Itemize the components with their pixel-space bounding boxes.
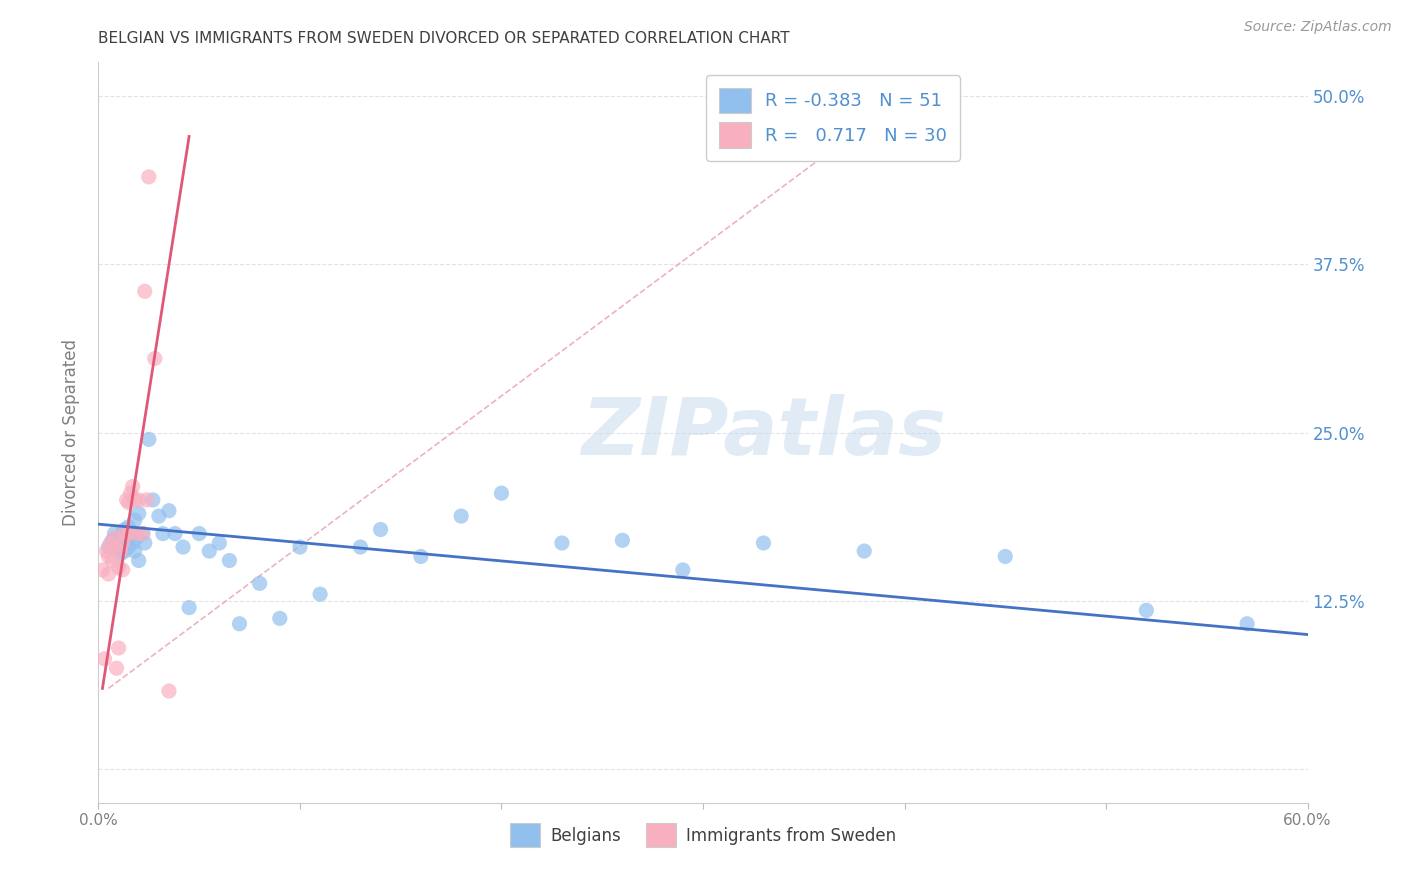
Point bbox=[143, 351, 166, 366]
Point bbox=[107, 531, 129, 545]
Point bbox=[188, 526, 211, 541]
Point bbox=[125, 531, 148, 545]
Point bbox=[97, 566, 120, 581]
Point bbox=[114, 523, 136, 537]
Point bbox=[93, 652, 115, 666]
Point bbox=[409, 549, 432, 564]
Point bbox=[110, 547, 132, 561]
Point bbox=[370, 523, 392, 537]
Point bbox=[218, 553, 240, 567]
Point bbox=[228, 616, 250, 631]
Point bbox=[105, 536, 128, 550]
Point bbox=[142, 492, 165, 507]
Point bbox=[551, 536, 574, 550]
Point bbox=[111, 536, 134, 550]
Point bbox=[128, 507, 150, 521]
Legend: Belgians, Immigrants from Sweden: Belgians, Immigrants from Sweden bbox=[503, 817, 903, 854]
Point bbox=[97, 540, 120, 554]
Point bbox=[853, 544, 876, 558]
Point bbox=[124, 492, 146, 507]
Point bbox=[97, 549, 120, 564]
Point bbox=[115, 533, 138, 548]
Text: BELGIAN VS IMMIGRANTS FROM SWEDEN DIVORCED OR SEPARATED CORRELATION CHART: BELGIAN VS IMMIGRANTS FROM SWEDEN DIVORC… bbox=[98, 31, 790, 46]
Point bbox=[450, 509, 472, 524]
Point bbox=[101, 540, 124, 554]
Point bbox=[349, 540, 371, 554]
Point bbox=[118, 540, 141, 554]
Point bbox=[105, 661, 128, 675]
Text: Source: ZipAtlas.com: Source: ZipAtlas.com bbox=[1244, 20, 1392, 34]
Point bbox=[134, 285, 156, 299]
Point bbox=[163, 526, 186, 541]
Point bbox=[103, 526, 125, 541]
Point bbox=[1236, 616, 1258, 631]
Point bbox=[110, 544, 132, 558]
Point bbox=[172, 540, 194, 554]
Point bbox=[118, 526, 141, 541]
Point bbox=[121, 479, 143, 493]
Point bbox=[121, 536, 143, 550]
Point bbox=[101, 533, 124, 548]
Point bbox=[612, 533, 634, 548]
Point bbox=[125, 526, 148, 541]
Point bbox=[111, 526, 134, 541]
Point bbox=[124, 544, 146, 558]
Point bbox=[672, 563, 695, 577]
Point bbox=[114, 526, 136, 541]
Point bbox=[135, 492, 157, 507]
Point bbox=[91, 563, 114, 577]
Point bbox=[101, 553, 124, 567]
Point bbox=[134, 536, 156, 550]
Point bbox=[120, 526, 142, 541]
Point bbox=[114, 544, 136, 558]
Y-axis label: Divorced or Separated: Divorced or Separated bbox=[62, 339, 80, 526]
Point bbox=[309, 587, 332, 601]
Point bbox=[152, 526, 174, 541]
Point bbox=[118, 520, 141, 534]
Point bbox=[100, 536, 122, 550]
Point bbox=[115, 492, 138, 507]
Point bbox=[138, 169, 160, 184]
Point bbox=[249, 576, 271, 591]
Point bbox=[198, 544, 221, 558]
Point bbox=[128, 492, 150, 507]
Point bbox=[118, 495, 141, 509]
Point bbox=[128, 553, 150, 567]
Point bbox=[148, 509, 170, 524]
Point bbox=[1135, 603, 1157, 617]
Point bbox=[103, 531, 125, 545]
Point bbox=[288, 540, 311, 554]
Point bbox=[96, 544, 118, 558]
Point bbox=[138, 433, 160, 447]
Point bbox=[120, 486, 142, 500]
Point bbox=[111, 563, 134, 577]
Point bbox=[752, 536, 775, 550]
Point bbox=[124, 513, 146, 527]
Point bbox=[269, 611, 291, 625]
Point bbox=[179, 600, 201, 615]
Point bbox=[132, 526, 155, 541]
Point bbox=[132, 526, 155, 541]
Point bbox=[208, 536, 231, 550]
Point bbox=[157, 684, 180, 698]
Point bbox=[107, 560, 129, 574]
Point bbox=[994, 549, 1017, 564]
Point bbox=[107, 640, 129, 655]
Text: ZIPatlas: ZIPatlas bbox=[581, 393, 946, 472]
Point bbox=[491, 486, 513, 500]
Point bbox=[157, 504, 180, 518]
